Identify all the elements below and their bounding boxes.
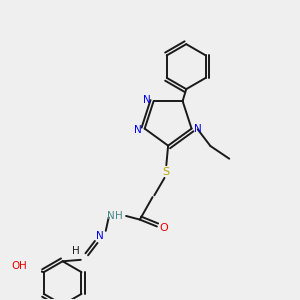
Text: S: S (163, 167, 170, 177)
Text: H: H (72, 247, 80, 256)
Text: N: N (96, 231, 104, 241)
Text: N: N (143, 94, 151, 105)
Text: N: N (107, 211, 115, 221)
Text: H: H (115, 211, 123, 221)
Text: N: N (194, 124, 202, 134)
Text: O: O (159, 223, 168, 232)
Text: N: N (134, 125, 142, 135)
Text: O: O (11, 261, 19, 272)
Text: H: H (19, 261, 27, 272)
